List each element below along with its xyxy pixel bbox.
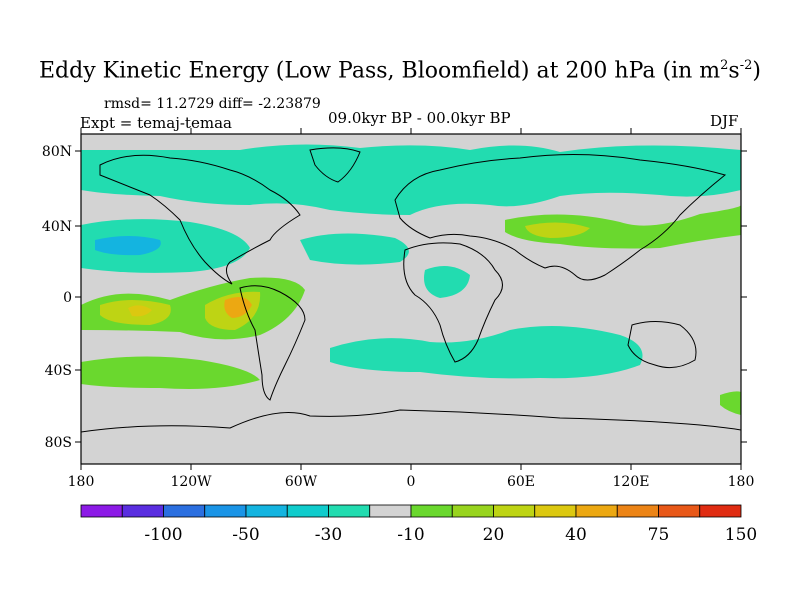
colorbar-swatch xyxy=(204,504,247,518)
eurasia-coast xyxy=(394,153,727,281)
nh-high-lat-band xyxy=(81,144,741,215)
southern-ocean-positive xyxy=(81,356,741,415)
asia-jet-positive xyxy=(505,205,741,249)
colorbar-swatch xyxy=(121,504,164,518)
lon-tick-label: 60E xyxy=(507,474,535,490)
colorbar: -100 -50 -30 -10 20 40 75 150 xyxy=(80,504,757,545)
colorbar-swatch xyxy=(534,504,577,518)
map-title: Eddy Kinetic Energy (Low Pass, Bloomfiel… xyxy=(39,58,761,84)
colorbar-label: -10 xyxy=(397,525,424,545)
season-label: DJF xyxy=(710,112,739,130)
period-label: 09.0kyr BP - 00.0kyr BP xyxy=(328,109,511,127)
lon-tick-label: 120W xyxy=(170,474,212,490)
central-pacific-max xyxy=(128,305,152,317)
colorbar-swatch xyxy=(493,504,536,518)
colorbar-swatch xyxy=(163,504,206,518)
latitude-ticks: 80N 40N 0 40S 80S xyxy=(42,144,747,451)
greenland-coast xyxy=(309,147,361,183)
colorbar-swatch xyxy=(658,504,701,518)
colorbar-label: 75 xyxy=(648,525,670,545)
colorbar-swatch xyxy=(369,504,412,518)
lat-tick-label: 80S xyxy=(45,435,72,451)
longitude-ticks: 180 120W 60W 0 60E 120E 180 xyxy=(68,128,755,490)
asia-jet-core xyxy=(525,222,590,238)
north-atlantic-negative xyxy=(300,233,409,265)
lon-tick-label: 180 xyxy=(68,474,95,490)
field-layer xyxy=(81,144,741,415)
africa-coast xyxy=(403,242,503,363)
colorbar-label: -30 xyxy=(315,525,342,545)
colorbar-swatch xyxy=(575,504,618,518)
colorbar-swatch xyxy=(245,504,288,518)
map-axes: 80N 40N 0 40S 80S 180 120W 60W 0 60E 120E 180 xyxy=(42,128,754,490)
colorbar-label: 40 xyxy=(565,525,587,545)
lat-tick-label: 40N xyxy=(42,219,72,235)
north-america-coast xyxy=(99,154,301,285)
colorbar-labels: -100 -50 -30 -10 20 40 75 150 xyxy=(144,525,757,545)
east-pacific-max xyxy=(224,296,252,318)
colorbar-swatch xyxy=(328,504,371,518)
lon-tick-label: 0 xyxy=(407,474,416,490)
colorbar-swatch xyxy=(451,504,494,518)
lat-tick-label: 40S xyxy=(45,363,72,379)
lon-tick-label: 60W xyxy=(285,474,318,490)
colorbar-swatches xyxy=(80,504,742,518)
southern-ocean-negative xyxy=(330,326,643,379)
coastlines xyxy=(81,147,741,433)
colorbar-swatch xyxy=(699,504,742,518)
colorbar-swatch xyxy=(286,504,329,518)
lon-tick-label: 120E xyxy=(613,474,650,490)
lon-tick-label: 180 xyxy=(728,474,755,490)
antarctica-coast xyxy=(81,409,741,433)
statistics-label: rmsd= 11.2729 diff= -2.23879 xyxy=(104,96,321,112)
australia-coast xyxy=(627,321,697,369)
colorbar-swatch xyxy=(616,504,659,518)
north-pacific-negative xyxy=(81,219,250,273)
colorbar-label: 150 xyxy=(725,525,757,545)
colorbar-label: 20 xyxy=(483,525,505,545)
east-pacific-core xyxy=(100,291,261,330)
colorbar-swatch xyxy=(80,504,123,518)
experiment-label: Expt = temaj-temaa xyxy=(80,114,232,132)
south-america-coast xyxy=(239,285,306,401)
colorbar-label: -100 xyxy=(144,525,182,545)
lat-tick-label: 0 xyxy=(63,290,72,306)
north-pacific-core xyxy=(95,236,161,256)
colorbar-swatch xyxy=(410,504,453,518)
colorbar-label: -50 xyxy=(232,525,259,545)
lat-tick-label: 80N xyxy=(42,144,72,160)
north-africa-negative xyxy=(424,266,470,298)
